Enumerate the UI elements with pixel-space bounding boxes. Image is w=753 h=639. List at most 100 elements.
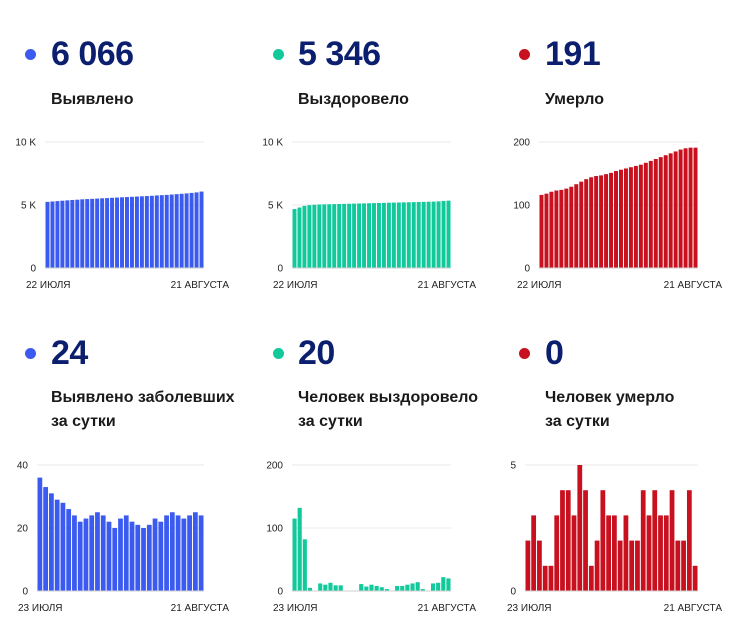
bar — [692, 565, 698, 591]
bar — [619, 169, 623, 268]
x-start-label: 22 ИЮЛЯ — [26, 280, 71, 291]
bar — [420, 589, 425, 591]
bar — [90, 198, 95, 268]
bar — [658, 515, 663, 591]
bar — [594, 540, 600, 591]
daily-recovered-value: 20 — [298, 334, 335, 372]
detected-cumulative-chart: 0 5 K 10 K 22 ИЮЛЯ 21 АВГУСТА — [15, 138, 230, 292]
bar — [307, 587, 313, 591]
bar — [45, 201, 50, 268]
bar — [189, 192, 194, 268]
y-tick-label: 100 — [266, 524, 283, 535]
x-end-label: 21 АВГУСТА — [418, 280, 477, 291]
bar — [653, 159, 658, 268]
bar — [184, 193, 189, 268]
bar — [312, 204, 317, 268]
bar — [374, 585, 379, 591]
bar — [144, 196, 149, 268]
bar — [169, 194, 174, 268]
bar — [105, 198, 110, 268]
bar — [673, 151, 678, 268]
bar — [129, 196, 134, 268]
daily-deaths-label-line2: за сутки — [545, 413, 610, 430]
bar — [391, 202, 396, 268]
bar — [327, 204, 332, 268]
bar — [600, 490, 606, 591]
bar — [446, 200, 451, 268]
bar — [154, 195, 159, 268]
bar — [302, 205, 307, 268]
bar — [683, 148, 688, 268]
bar — [675, 540, 681, 591]
bar — [401, 202, 406, 268]
bar — [588, 565, 594, 591]
bar — [164, 194, 169, 268]
bar — [77, 521, 83, 591]
daily-deaths-value: 0 — [545, 334, 564, 372]
y-tick-label: 0 — [510, 587, 516, 598]
bar — [297, 507, 302, 591]
bar — [49, 493, 54, 591]
bar — [583, 490, 588, 591]
bar — [70, 199, 75, 268]
bar — [89, 515, 95, 591]
bar — [342, 203, 347, 268]
bar — [123, 515, 129, 591]
bar — [158, 521, 164, 591]
bar — [614, 170, 618, 268]
bar — [663, 155, 668, 268]
bar — [635, 540, 640, 591]
bar — [542, 565, 548, 591]
bar — [359, 584, 364, 591]
y-tick-label: 0 — [22, 587, 28, 598]
bar — [554, 515, 560, 591]
bar — [577, 465, 583, 591]
bar — [416, 201, 421, 268]
bar — [681, 540, 686, 591]
bar — [544, 193, 549, 268]
daily-recovered-chart: 0 100 200 23 ИЮЛЯ 21 АВГУСТА — [266, 461, 477, 615]
y-tick-label: 0 — [30, 264, 36, 275]
bar — [405, 584, 410, 591]
bar — [292, 209, 297, 268]
bar — [37, 477, 43, 591]
bar — [110, 197, 115, 268]
deaths-total-value: 191 — [545, 35, 601, 73]
y-tick-label: 10 K — [262, 138, 283, 149]
bar — [85, 199, 90, 268]
bar — [549, 191, 554, 268]
bar — [115, 197, 120, 268]
bar — [317, 204, 322, 268]
x-end-label: 21 АВГУСТА — [171, 280, 230, 291]
recovered-cumulative-chart: 0 5 K 10 K 22 ИЮЛЯ 21 АВГУСТА — [262, 138, 477, 292]
green-dot-icon — [273, 49, 284, 60]
bar — [565, 490, 571, 591]
recovered-total-label: Выздоровело — [298, 91, 409, 108]
y-tick-label: 10 K — [15, 138, 36, 149]
bar — [638, 164, 643, 268]
bar — [352, 203, 357, 268]
bar — [302, 539, 307, 591]
red-dot-icon — [519, 348, 530, 359]
bar — [525, 540, 531, 591]
x-end-label: 21 АВГУСТА — [171, 603, 230, 614]
bar — [141, 528, 146, 591]
deaths-cumulative-chart: 0 100 200 22 ИЮЛЯ 21 АВГУСТА — [513, 138, 722, 292]
x-end-label: 21 АВГУСТА — [418, 603, 477, 614]
bar — [328, 582, 333, 591]
bar — [640, 490, 646, 591]
daily-deaths-label-line1: Человек умерло — [545, 389, 675, 406]
recovered-total-value: 5 346 — [298, 35, 381, 73]
bar — [663, 515, 669, 591]
daily-detected-label-line1: Выявлено заболевших — [51, 389, 235, 406]
bar — [139, 196, 144, 268]
bar — [569, 186, 574, 268]
bar — [357, 203, 362, 268]
bar — [60, 502, 66, 591]
daily-detected-label-line2: за сутки — [51, 413, 116, 430]
bar — [43, 487, 49, 591]
bar — [386, 202, 391, 268]
y-tick-label: 0 — [524, 264, 530, 275]
y-tick-label: 20 — [17, 524, 29, 535]
bar — [652, 490, 658, 591]
